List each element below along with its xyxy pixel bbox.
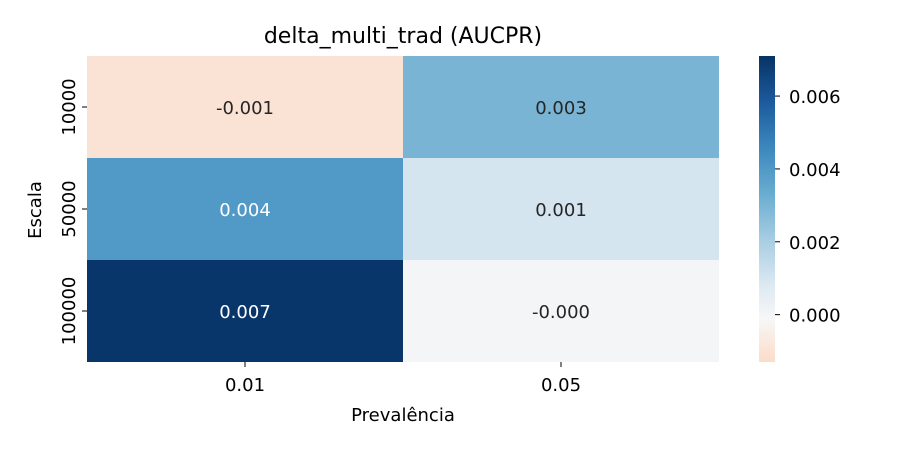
colorbar xyxy=(759,56,775,362)
y-tick-label-1: 50000 xyxy=(59,180,80,237)
colorbar-tick-label-3: 0.006 xyxy=(789,87,841,108)
colorbar-ticks: 0.000 0.002 0.004 0.006 xyxy=(775,87,841,327)
heatmap-cell-r2-c0 xyxy=(87,260,403,362)
heatmap-cell-r0-c1 xyxy=(403,56,719,158)
y-tick-label-0: 10000 xyxy=(59,78,80,135)
x-tick-label-0: 0.01 xyxy=(225,375,265,396)
heatmap-cell-r1-c0 xyxy=(87,158,403,260)
chart-title: delta_multi_trad (AUCPR) xyxy=(264,24,542,49)
heatmap-cells xyxy=(87,56,719,362)
heatmap-cell-label-r0-c0: -0.001 xyxy=(216,98,274,119)
x-tick-label-1: 0.05 xyxy=(541,375,581,396)
y-axis: 10000 50000 100000 xyxy=(59,78,87,345)
x-axis-label: Prevalência xyxy=(351,405,455,426)
y-tick-label-2: 100000 xyxy=(59,277,80,346)
heatmap-cell-r2-c1 xyxy=(403,260,719,362)
heatmap-cell-label-r0-c1: 0.003 xyxy=(535,98,587,119)
heatmap-cell-labels: -0.001 0.003 0.004 0.001 0.007 -0.000 xyxy=(216,98,590,323)
y-axis-label: Escala xyxy=(25,181,46,239)
colorbar-tick-label-2: 0.004 xyxy=(789,160,841,181)
heatmap-cell-label-r1-c1: 0.001 xyxy=(535,200,587,221)
colorbar-tick-label-1: 0.002 xyxy=(789,233,841,254)
colorbar-tick-label-0: 0.000 xyxy=(789,306,841,327)
heatmap-cell-label-r2-c1: -0.000 xyxy=(532,302,590,323)
heatmap-cell-r1-c1 xyxy=(403,158,719,260)
heatmap-cell-label-r2-c0: 0.007 xyxy=(219,302,271,323)
x-axis: 0.01 0.05 xyxy=(225,362,581,396)
heatmap-cell-label-r1-c0: 0.004 xyxy=(219,200,271,221)
heatmap-cell-r0-c0 xyxy=(87,56,403,158)
